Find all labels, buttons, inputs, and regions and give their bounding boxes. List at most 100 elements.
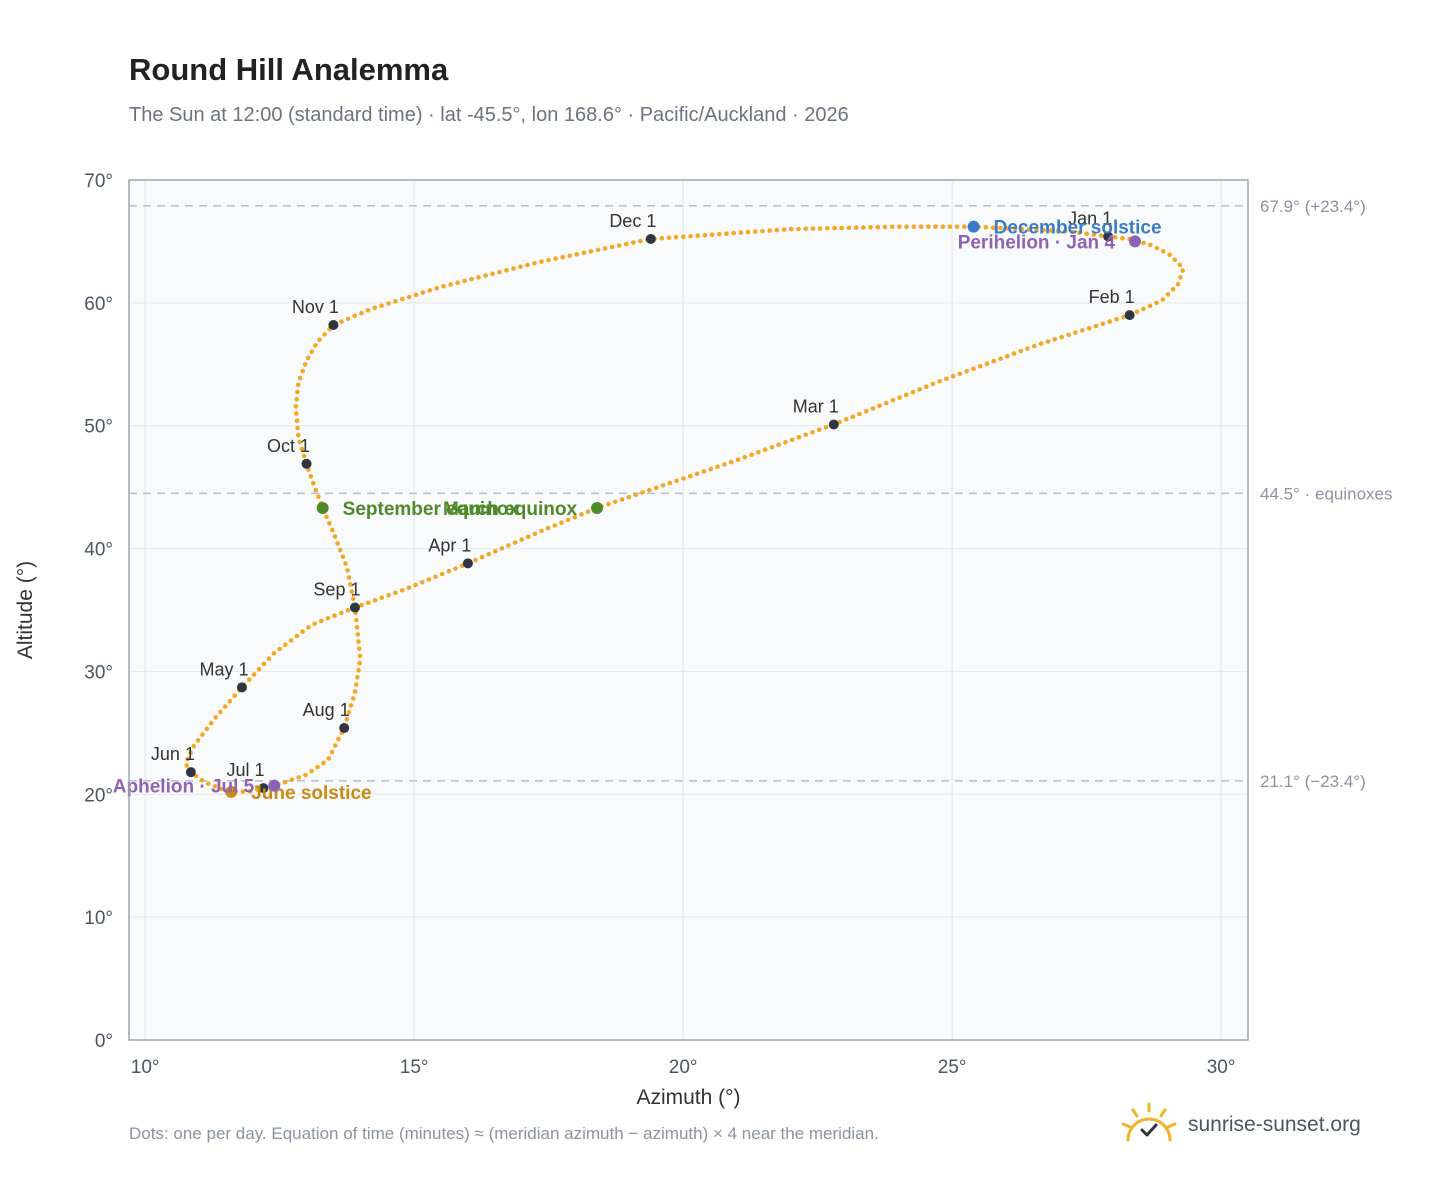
y-tick-label: 70° <box>84 171 113 192</box>
y-tick-label: 20° <box>84 785 113 806</box>
day-dot <box>1166 292 1171 297</box>
day-dot <box>933 224 938 229</box>
x-tick-label: 10° <box>131 1057 160 1078</box>
day-dot <box>400 588 405 593</box>
day-dot <box>776 443 781 448</box>
day-dot <box>640 490 645 495</box>
day-dot <box>1046 339 1051 344</box>
day-dot <box>749 452 754 457</box>
day-dot <box>1148 243 1153 248</box>
day-dot <box>213 715 218 720</box>
day-dot <box>796 227 801 232</box>
day-dot <box>335 541 340 546</box>
day-dot <box>797 435 802 440</box>
day-dot <box>1005 354 1010 359</box>
day-dot <box>1012 351 1017 356</box>
day-dot <box>356 668 361 673</box>
day-dot <box>871 406 876 411</box>
day-dot <box>661 483 666 488</box>
day-dot <box>500 546 505 551</box>
day-dot <box>373 306 378 311</box>
day-dot <box>681 476 686 481</box>
day-dot <box>420 580 425 585</box>
day-dot <box>702 469 707 474</box>
event-marker <box>317 502 329 514</box>
day-dot <box>904 393 909 398</box>
day-dot <box>633 493 638 498</box>
day-dot <box>596 248 601 253</box>
day-dot <box>1073 330 1078 335</box>
day-dot <box>782 227 787 232</box>
day-dot <box>1161 297 1166 302</box>
day-dot <box>486 552 491 557</box>
day-dot <box>756 450 761 455</box>
day-dot <box>890 225 895 230</box>
day-dot <box>400 297 405 302</box>
day-dot <box>356 632 361 637</box>
day-dot <box>1066 333 1071 338</box>
day-dot <box>736 457 741 462</box>
month-label: Apr 1 <box>428 535 471 555</box>
day-dot <box>606 502 611 507</box>
day-dot <box>327 521 332 526</box>
day-dot <box>366 308 371 313</box>
day-dot <box>817 428 822 433</box>
day-dot <box>610 245 615 250</box>
day-dot <box>497 270 502 275</box>
day-dot <box>767 228 772 233</box>
day-dot <box>844 417 849 422</box>
day-dot <box>321 761 326 766</box>
month-marker <box>646 234 656 244</box>
day-dot <box>315 765 320 770</box>
day-dot <box>257 667 262 672</box>
day-dot <box>379 303 384 308</box>
day-dot <box>847 226 852 231</box>
day-dot <box>1148 304 1153 309</box>
day-dot <box>525 263 530 268</box>
day-dot <box>421 290 426 295</box>
brand[interactable]: sunrise-sunset.org <box>1120 1100 1361 1150</box>
day-dot <box>911 390 916 395</box>
day-dot <box>310 349 315 354</box>
day-dot <box>303 362 308 367</box>
day-dot <box>338 548 343 553</box>
day-dot <box>306 356 311 361</box>
day-dot <box>332 613 337 618</box>
day-dot <box>380 595 385 600</box>
day-dot <box>586 509 591 514</box>
day-dot <box>631 240 636 245</box>
day-dot <box>352 314 357 319</box>
day-dot <box>252 672 257 677</box>
day-dot <box>295 418 300 423</box>
day-dot <box>984 225 989 230</box>
reference-line-label: 44.5° · equinoxes <box>1260 484 1393 503</box>
day-dot <box>290 778 295 783</box>
day-dot <box>1080 328 1085 333</box>
day-dot <box>1171 287 1176 292</box>
day-dot <box>336 737 341 742</box>
day-dot <box>924 384 929 389</box>
day-dot <box>319 619 324 624</box>
x-tick-label: 15° <box>400 1057 429 1078</box>
day-dot <box>638 239 643 244</box>
day-dot <box>294 411 299 416</box>
day-dot <box>717 232 722 237</box>
reference-line-label: 67.9° (+23.4°) <box>1260 197 1366 216</box>
event-label: September equinox <box>343 499 520 520</box>
day-dot <box>373 598 378 603</box>
day-dot <box>414 293 419 298</box>
day-dot <box>743 455 748 460</box>
day-dot <box>1032 344 1037 349</box>
day-dot <box>861 225 866 230</box>
day-dot <box>962 224 967 229</box>
day-dot <box>1141 241 1146 246</box>
month-marker <box>1125 310 1135 320</box>
x-tick-label: 20° <box>669 1057 698 1078</box>
day-dot <box>810 430 815 435</box>
y-tick-label: 60° <box>84 294 113 315</box>
day-dot <box>428 288 433 293</box>
day-dot <box>832 226 837 231</box>
day-dot <box>1178 275 1183 280</box>
day-dot <box>891 398 896 403</box>
